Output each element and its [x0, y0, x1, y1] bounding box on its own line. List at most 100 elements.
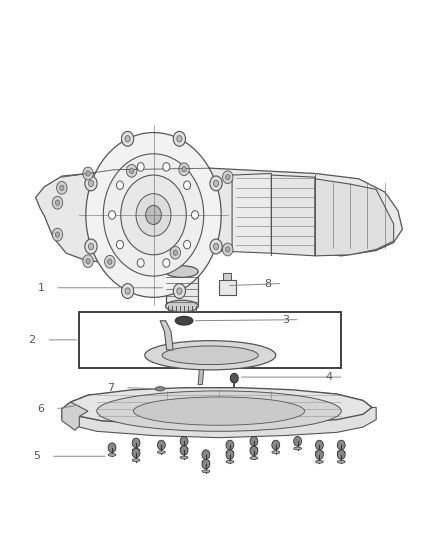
Circle shape: [132, 438, 140, 448]
Circle shape: [173, 131, 186, 146]
Circle shape: [177, 288, 182, 294]
Ellipse shape: [145, 341, 276, 370]
Circle shape: [177, 135, 182, 142]
Circle shape: [202, 450, 210, 459]
Circle shape: [180, 446, 188, 455]
Circle shape: [83, 167, 93, 180]
Circle shape: [184, 240, 191, 249]
Circle shape: [184, 181, 191, 190]
Ellipse shape: [132, 449, 140, 451]
Circle shape: [250, 446, 258, 456]
Circle shape: [121, 175, 186, 255]
Circle shape: [337, 450, 345, 459]
Circle shape: [105, 255, 115, 268]
Bar: [79, 312, 341, 368]
Text: 4: 4: [325, 372, 332, 382]
Circle shape: [117, 240, 124, 249]
Ellipse shape: [157, 451, 165, 454]
Ellipse shape: [175, 317, 193, 325]
Circle shape: [86, 171, 90, 176]
Polygon shape: [35, 168, 403, 262]
Circle shape: [170, 246, 180, 259]
Ellipse shape: [315, 461, 323, 463]
Ellipse shape: [202, 461, 210, 463]
Circle shape: [213, 180, 219, 187]
Polygon shape: [62, 402, 88, 430]
Ellipse shape: [180, 456, 188, 459]
Circle shape: [52, 228, 63, 241]
Circle shape: [52, 196, 63, 209]
Circle shape: [173, 284, 186, 298]
Text: 7: 7: [107, 383, 114, 393]
Ellipse shape: [134, 397, 304, 425]
Circle shape: [226, 247, 230, 252]
Ellipse shape: [155, 386, 165, 391]
Circle shape: [88, 243, 94, 249]
Ellipse shape: [250, 457, 258, 459]
Circle shape: [109, 211, 116, 219]
Circle shape: [223, 171, 233, 183]
Ellipse shape: [180, 447, 188, 450]
Circle shape: [127, 165, 137, 177]
Text: 3: 3: [282, 314, 289, 325]
Ellipse shape: [132, 459, 140, 462]
Circle shape: [157, 440, 165, 450]
Ellipse shape: [337, 451, 345, 454]
Text: 2: 2: [28, 335, 35, 345]
Circle shape: [86, 133, 221, 297]
Circle shape: [226, 440, 234, 450]
Circle shape: [85, 176, 97, 191]
Circle shape: [60, 185, 64, 190]
Text: 8: 8: [264, 279, 272, 288]
Ellipse shape: [250, 447, 258, 450]
Polygon shape: [315, 179, 394, 256]
Circle shape: [117, 181, 124, 190]
Ellipse shape: [166, 300, 198, 312]
Circle shape: [132, 448, 140, 458]
Text: 1: 1: [37, 283, 44, 293]
Text: 6: 6: [37, 404, 44, 414]
Ellipse shape: [108, 454, 116, 456]
Circle shape: [137, 259, 144, 267]
Circle shape: [121, 284, 134, 298]
Circle shape: [180, 437, 188, 446]
Circle shape: [125, 135, 130, 142]
Text: 5: 5: [33, 451, 40, 461]
Circle shape: [213, 243, 219, 249]
Circle shape: [210, 239, 222, 254]
Circle shape: [88, 180, 94, 187]
Circle shape: [163, 163, 170, 171]
Ellipse shape: [226, 461, 234, 463]
Circle shape: [230, 373, 238, 383]
Ellipse shape: [272, 451, 280, 454]
Circle shape: [83, 255, 93, 268]
Bar: [166, 271, 198, 306]
Polygon shape: [198, 369, 204, 384]
Circle shape: [103, 154, 204, 276]
Circle shape: [226, 450, 234, 459]
Circle shape: [137, 163, 144, 171]
Circle shape: [337, 440, 345, 450]
Circle shape: [315, 450, 323, 459]
Circle shape: [57, 181, 67, 194]
Ellipse shape: [202, 470, 210, 473]
Ellipse shape: [162, 346, 258, 365]
Circle shape: [55, 232, 60, 237]
Circle shape: [121, 131, 134, 146]
Circle shape: [108, 259, 112, 264]
Ellipse shape: [166, 266, 198, 277]
Polygon shape: [160, 321, 173, 350]
Circle shape: [136, 193, 171, 236]
Circle shape: [272, 440, 280, 450]
Circle shape: [108, 443, 116, 453]
Circle shape: [293, 437, 301, 446]
Circle shape: [125, 288, 130, 294]
Circle shape: [163, 259, 170, 267]
Circle shape: [85, 239, 97, 254]
Circle shape: [173, 250, 177, 255]
Circle shape: [250, 437, 258, 446]
Circle shape: [55, 200, 60, 205]
Ellipse shape: [337, 461, 345, 463]
Circle shape: [182, 166, 186, 172]
Circle shape: [226, 174, 230, 180]
